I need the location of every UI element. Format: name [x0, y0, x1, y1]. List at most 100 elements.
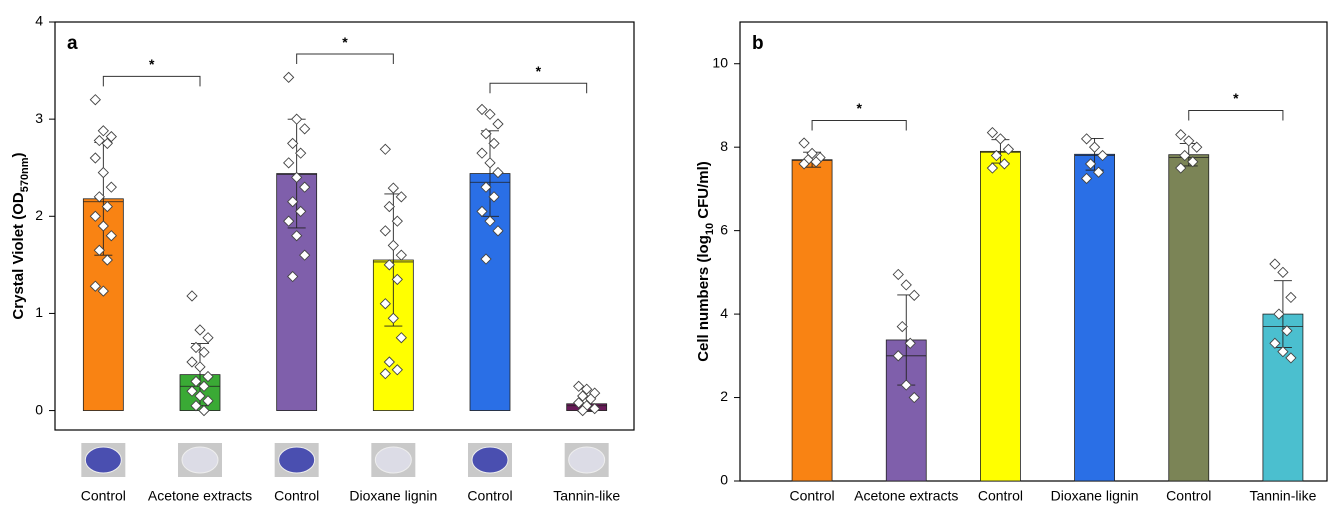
- y-tick-label: 10: [712, 54, 728, 70]
- data-point: [477, 104, 487, 114]
- data-point: [388, 183, 398, 193]
- data-point: [392, 216, 402, 226]
- well-photo: [279, 447, 315, 473]
- data-point: [493, 119, 503, 129]
- data-point: [300, 124, 310, 134]
- data-point: [1286, 292, 1296, 302]
- significance-bracket: [1189, 110, 1283, 120]
- data-point: [901, 280, 911, 290]
- x-tick-label: Dioxane lignin: [349, 488, 437, 504]
- y-tick-label: 4: [720, 305, 728, 321]
- data-point: [187, 357, 197, 367]
- x-tick-label: Control: [978, 488, 1023, 504]
- data-point: [296, 148, 306, 158]
- data-point: [481, 129, 491, 139]
- y-axis-label-part: Crystal Violet (OD: [10, 192, 27, 319]
- data-point: [380, 144, 390, 154]
- data-point: [90, 153, 100, 163]
- significance-star: *: [1233, 90, 1239, 106]
- data-point: [195, 362, 205, 372]
- well-photo: [85, 447, 121, 473]
- data-point: [485, 158, 495, 168]
- y-axis-label-part: 570nm: [19, 157, 31, 192]
- data-point: [106, 182, 116, 192]
- x-tick-label: Control: [1166, 488, 1211, 504]
- y-tick-label: 0: [35, 401, 43, 417]
- x-tick-label: Control: [467, 488, 512, 504]
- y-axis-label-part: Cell numbers (log: [695, 235, 712, 362]
- bar: [792, 160, 832, 481]
- data-point: [1270, 259, 1280, 269]
- data-point: [384, 202, 394, 212]
- x-tick-label: Tannin-like: [1249, 488, 1316, 504]
- y-tick-label: 3: [35, 110, 43, 126]
- x-tick-label: Acetone extracts: [148, 488, 252, 504]
- data-point: [199, 347, 209, 357]
- x-tick-label: Control: [274, 488, 319, 504]
- data-point: [388, 240, 398, 250]
- y-tick-label: 6: [720, 221, 728, 237]
- data-point: [1176, 130, 1186, 140]
- data-point: [799, 138, 809, 148]
- data-point: [284, 158, 294, 168]
- data-point: [909, 290, 919, 300]
- well-photo: [375, 447, 411, 473]
- x-tick-label: Acetone extracts: [854, 488, 958, 504]
- data-point: [187, 291, 197, 301]
- data-point: [995, 134, 1005, 144]
- well-photo: [182, 447, 218, 473]
- significance-star: *: [536, 63, 542, 79]
- data-point: [1278, 267, 1288, 277]
- data-point: [288, 138, 298, 148]
- data-point: [98, 168, 108, 178]
- bar: [1075, 154, 1115, 481]
- x-tick-label: Tannin-like: [553, 488, 620, 504]
- data-point: [203, 333, 213, 343]
- data-point: [1090, 142, 1100, 152]
- well-photo: [569, 447, 605, 473]
- data-point: [987, 128, 997, 138]
- y-axis-label-part: ): [10, 152, 27, 157]
- y-axis-label-part: CFU/ml): [695, 161, 712, 223]
- data-point: [489, 138, 499, 148]
- significance-bracket: [490, 83, 587, 93]
- y-tick-label: 2: [720, 388, 728, 404]
- y-axis-label: Cell numbers (log10 CFU/ml): [695, 161, 716, 362]
- significance-star: *: [342, 34, 348, 50]
- panel-label: b: [752, 33, 764, 54]
- data-point: [90, 95, 100, 105]
- significance-bracket: [812, 120, 906, 130]
- x-tick-label: Control: [81, 488, 126, 504]
- significance-bracket: [103, 76, 200, 86]
- y-tick-label: 2: [35, 207, 43, 223]
- y-tick-label: 8: [720, 138, 728, 154]
- significance-star: *: [856, 100, 862, 116]
- significance-bracket: [297, 54, 394, 64]
- y-axis-label-part: 10: [704, 223, 716, 235]
- data-point: [396, 192, 406, 202]
- data-point: [1082, 134, 1092, 144]
- data-point: [292, 114, 302, 124]
- data-point: [396, 250, 406, 260]
- bar: [980, 151, 1020, 481]
- data-point: [893, 269, 903, 279]
- data-point: [284, 72, 294, 82]
- data-point: [380, 226, 390, 236]
- y-tick-label: 0: [720, 472, 728, 488]
- data-point: [195, 325, 205, 335]
- data-point: [1184, 136, 1194, 146]
- panel-label: a: [67, 33, 78, 54]
- data-point: [98, 126, 108, 136]
- x-tick-label: Dioxane lignin: [1051, 488, 1139, 504]
- y-tick-label: 4: [35, 13, 43, 29]
- significance-star: *: [149, 56, 155, 72]
- well-photo: [472, 447, 508, 473]
- figure: a 0 1 2 3 4 Crystal Violet (OD570nm) Control Ace…: [0, 0, 1330, 507]
- y-tick-label: 1: [35, 304, 43, 320]
- x-tick-label: Control: [790, 488, 835, 504]
- data-point: [897, 322, 907, 332]
- bar: [1169, 155, 1209, 481]
- data-point: [485, 109, 495, 119]
- data-point: [477, 148, 487, 158]
- y-axis-label: Crystal Violet (OD570nm): [10, 152, 31, 319]
